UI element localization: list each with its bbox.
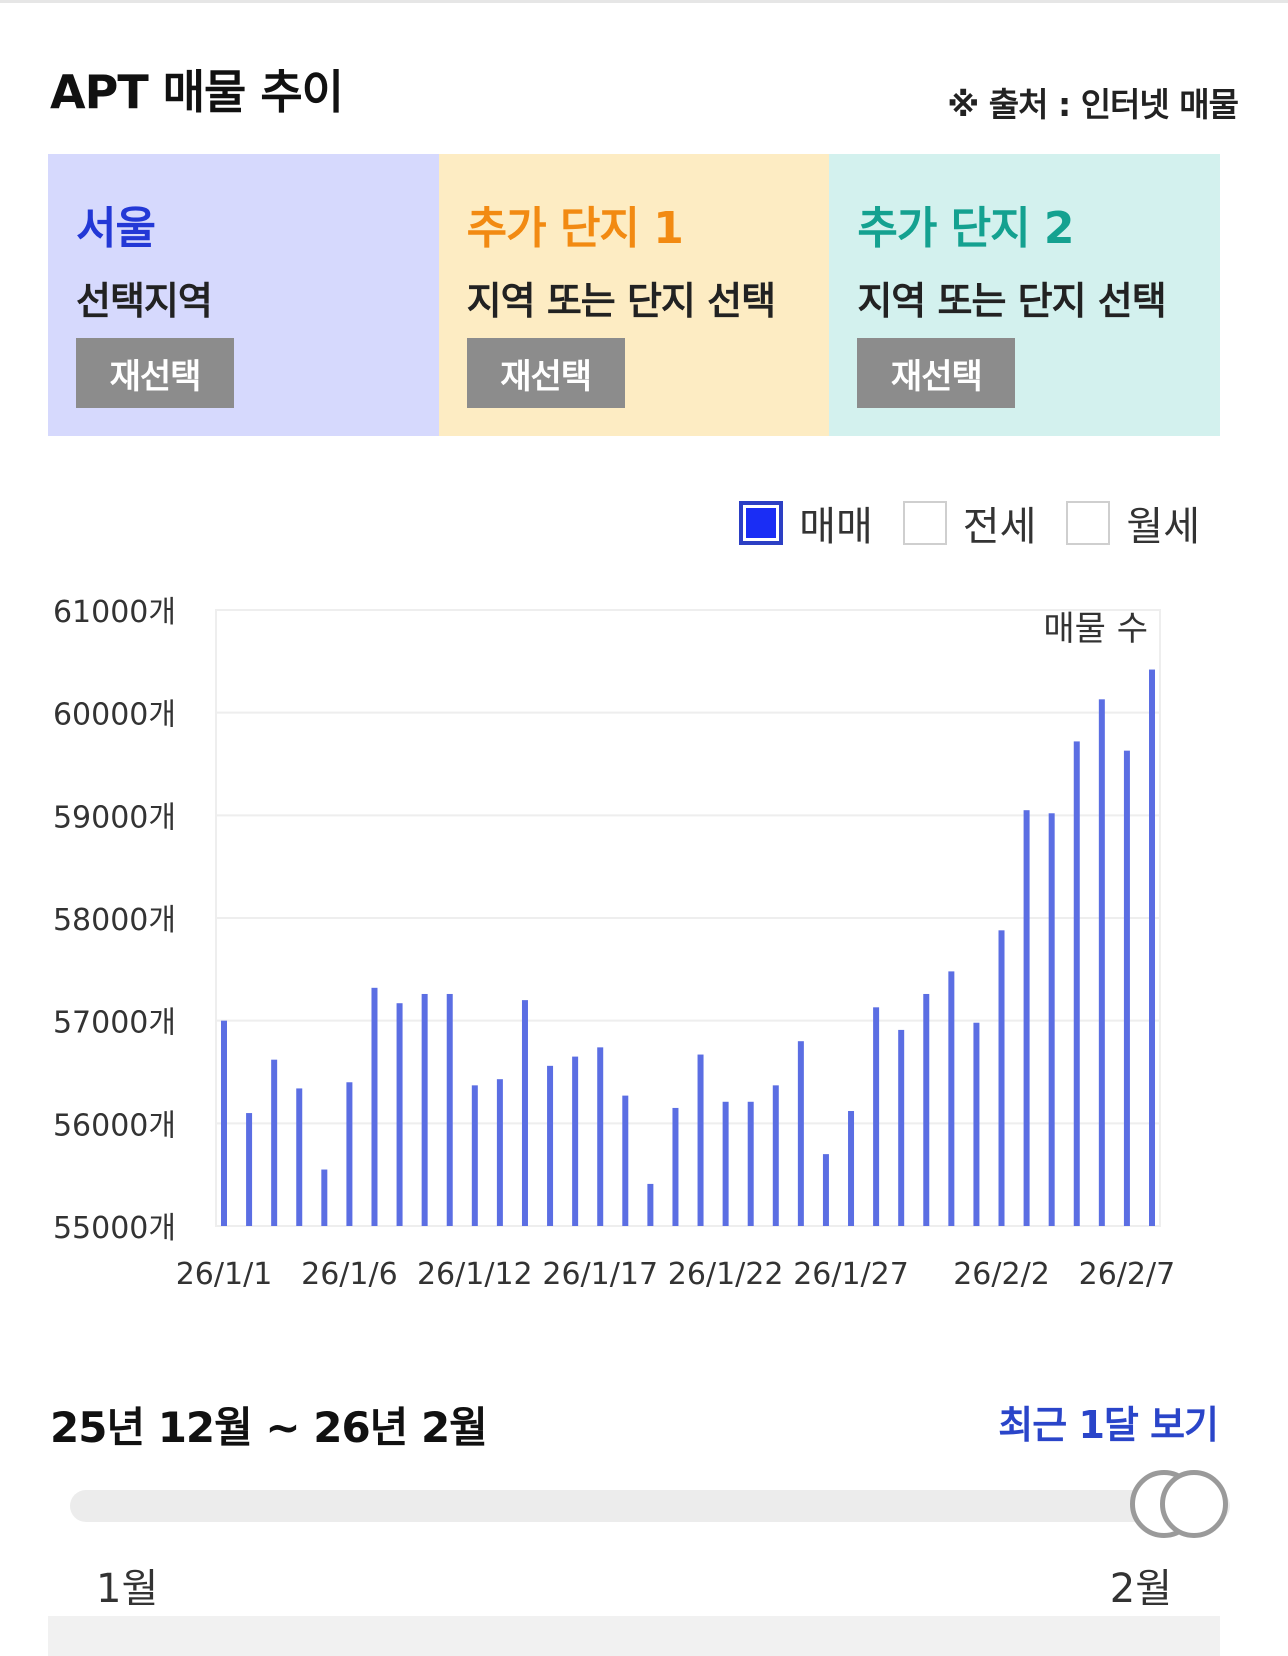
- bar[interactable]: [446, 993, 453, 1226]
- y-tick-label: 61000개: [53, 595, 176, 630]
- x-tick-label: 26/1/22: [668, 1257, 784, 1292]
- y-axis-ticks: 61000개 60000개 59000개 58000개 57000개 56000개 5500…: [53, 595, 176, 1246]
- bar[interactable]: [496, 1079, 503, 1226]
- reselect-button[interactable]: 재선택: [857, 338, 1016, 408]
- bar[interactable]: [672, 1107, 679, 1226]
- bar[interactable]: [873, 1007, 880, 1226]
- bar[interactable]: [1048, 813, 1055, 1226]
- bar[interactable]: [998, 930, 1005, 1226]
- panel-subtitle: 지역 또는 단지 선택: [466, 279, 776, 323]
- bar[interactable]: [1149, 669, 1155, 1226]
- bar[interactable]: [221, 1020, 227, 1226]
- bar[interactable]: [948, 971, 955, 1226]
- panel-title: 추가 단지 1: [466, 203, 684, 254]
- reselect-button[interactable]: 재선택: [76, 338, 234, 408]
- bar[interactable]: [1023, 810, 1030, 1226]
- bar[interactable]: [246, 1113, 253, 1226]
- listing-count-chart: 61000개 60000개 59000개 58000개 57000개 56000개 5500…: [53, 595, 1175, 1292]
- legend-label: 매매: [799, 504, 873, 550]
- chart-bars: [221, 669, 1155, 1226]
- y-tick-label: 58000개: [53, 903, 176, 938]
- bar[interactable]: [747, 1101, 754, 1226]
- bar[interactable]: [1098, 699, 1105, 1226]
- x-tick-label: 26/1/12: [417, 1257, 533, 1292]
- bar[interactable]: [521, 1000, 528, 1226]
- chart-grid: [215, 609, 1161, 1227]
- bar[interactable]: [722, 1101, 729, 1226]
- reselect-button[interactable]: 재선택: [466, 338, 625, 408]
- x-tick-label: 26/1/27: [793, 1257, 909, 1292]
- bar[interactable]: [848, 1111, 855, 1226]
- date-range-label: 25년 12월 ~ 26년 2월: [50, 1403, 488, 1452]
- bar[interactable]: [898, 1029, 905, 1226]
- bar[interactable]: [822, 1154, 829, 1226]
- range-slider-end-handle[interactable]: [1160, 1470, 1228, 1538]
- y-tick-label: 55000개: [53, 1211, 176, 1246]
- bar[interactable]: [547, 1065, 554, 1226]
- bottom-banner[interactable]: [48, 1616, 1220, 1656]
- panel-complex-2[interactable]: 추가 단지 2 지역 또는 단지 선택 재선택: [829, 154, 1221, 436]
- legend-label: 월세: [1126, 504, 1200, 550]
- bar[interactable]: [923, 993, 930, 1226]
- y-tick-label: 56000개: [53, 1108, 176, 1143]
- x-tick-label: 26/2/2: [953, 1257, 1050, 1292]
- panel-title: 추가 단지 2: [857, 203, 1074, 254]
- panel-complex-1[interactable]: 추가 단지 1 지역 또는 단지 선택 재선택: [438, 154, 830, 436]
- panel-subtitle: 선택지역: [76, 279, 213, 323]
- slider-max-label: 2월: [1109, 1566, 1172, 1612]
- bar[interactable]: [772, 1085, 779, 1226]
- panel-seoul[interactable]: 서울 선택지역 재선택: [48, 154, 439, 436]
- bar[interactable]: [797, 1041, 804, 1226]
- sale-checkbox[interactable]: [739, 501, 784, 545]
- series-label: 매물 수: [1043, 609, 1148, 649]
- x-axis-ticks: 26/1/1 26/1/6 26/1/12 26/1/17 26/1/22 26/1/27…: [176, 1257, 1175, 1292]
- bar[interactable]: [396, 1003, 403, 1226]
- slider-min-label: 1월: [96, 1566, 159, 1612]
- y-tick-label: 59000개: [53, 800, 176, 835]
- bar[interactable]: [597, 1047, 604, 1226]
- legend-item-jeonse[interactable]: 전세: [902, 494, 1037, 552]
- bar[interactable]: [572, 1056, 579, 1226]
- range-slider-track[interactable]: [70, 1490, 1230, 1522]
- x-tick-label: 26/1/6: [301, 1257, 398, 1292]
- panel-subtitle: 지역 또는 단지 선택: [857, 279, 1166, 323]
- monthly-rent-checkbox[interactable]: [1066, 501, 1111, 545]
- bar[interactable]: [271, 1059, 278, 1226]
- top-divider: [0, 0, 1288, 3]
- bar[interactable]: [296, 1088, 303, 1226]
- legend-item-sale[interactable]: 매매: [739, 494, 873, 552]
- bar[interactable]: [647, 1183, 654, 1226]
- x-tick-label: 26/1/1: [176, 1257, 273, 1292]
- bar[interactable]: [622, 1095, 629, 1226]
- y-tick-label: 57000개: [53, 1006, 176, 1041]
- bar[interactable]: [346, 1082, 353, 1226]
- bar[interactable]: [371, 987, 378, 1226]
- y-tick-label: 60000개: [53, 698, 176, 733]
- recent-month-link[interactable]: 최근 1달 보기: [998, 1403, 1219, 1447]
- bar[interactable]: [973, 1022, 980, 1226]
- chart-legend: 매매 전세 월세: [709, 494, 1200, 552]
- x-tick-label: 26/2/7: [1079, 1257, 1176, 1292]
- bar[interactable]: [321, 1169, 328, 1226]
- bar[interactable]: [697, 1054, 704, 1226]
- panel-title: 서울: [76, 203, 156, 254]
- legend-label: 전세: [962, 504, 1037, 550]
- bar[interactable]: [1123, 750, 1130, 1226]
- bar[interactable]: [421, 993, 428, 1226]
- bar[interactable]: [1073, 741, 1080, 1226]
- page-title: APT 매물 추이: [50, 65, 344, 119]
- x-tick-label: 26/1/17: [542, 1257, 658, 1292]
- jeonse-checkbox[interactable]: [902, 501, 947, 545]
- source-note: ※ 출처 : 인터넷 매물: [947, 85, 1239, 124]
- comparison-panels: 서울 선택지역 재선택 추가 단지 1 지역 또는 단지 선택 재선택 추가 단…: [48, 154, 1221, 436]
- legend-item-monthly-rent[interactable]: 월세: [1066, 494, 1200, 552]
- bar[interactable]: [471, 1085, 478, 1226]
